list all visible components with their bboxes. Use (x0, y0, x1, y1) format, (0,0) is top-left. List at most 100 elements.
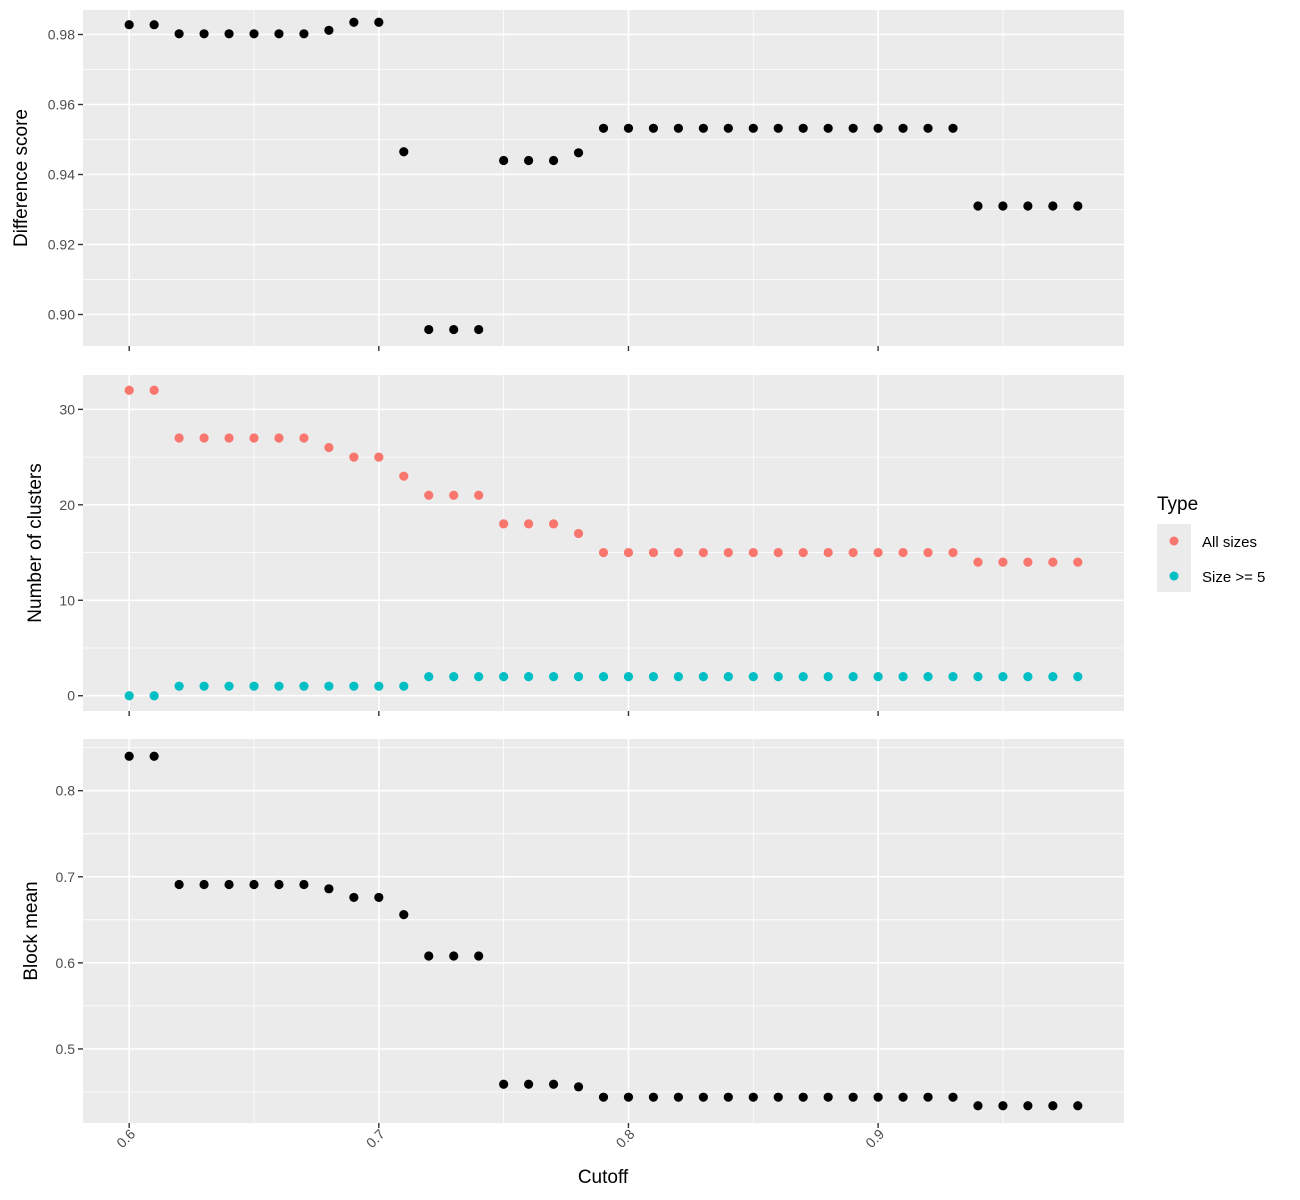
gridlines (83, 10, 1124, 346)
data-point-all-sizes (748, 547, 758, 558)
data-point-series (798, 123, 808, 133)
data-point-size-5 (948, 672, 958, 682)
panel-background (83, 739, 1124, 1123)
data-point-series (848, 123, 858, 133)
data-point-series (524, 1079, 534, 1089)
data-point-series (1023, 201, 1033, 211)
data-point-series (573, 1082, 584, 1092)
data-point-series (499, 155, 509, 166)
data-point-series (399, 147, 409, 157)
data-point-all-sizes (299, 433, 309, 443)
panel-block-mean: 0.5 0.6 0.7 0.8 Block mean (21, 739, 1124, 1128)
x-tick-label: 0.9 (862, 1126, 887, 1151)
axis-ticks: 0.5 0.6 0.7 0.8 (56, 783, 879, 1128)
data-point-size-5 (1023, 672, 1033, 682)
data-point-size-5 (923, 672, 933, 682)
data-point-size-5 (324, 681, 334, 691)
y-tick-label: 30 (59, 401, 75, 417)
data-point-size-5 (249, 681, 259, 691)
data-point-series (199, 879, 209, 890)
data-point-all-sizes (324, 442, 334, 453)
data-points (124, 751, 1083, 1111)
data-point-series (224, 879, 234, 890)
data-point-all-sizes (923, 547, 933, 558)
data-point-all-sizes (449, 490, 459, 500)
data-point-size-5 (399, 681, 409, 691)
y-tick-label: 0.96 (48, 97, 75, 113)
data-point-series (424, 951, 434, 961)
data-point-series (124, 751, 134, 761)
data-point-all-sizes (723, 547, 733, 558)
panel-number-of-clusters: 0 10 20 30 Number of clusters (25, 375, 1124, 716)
data-point-size-5 (648, 672, 659, 682)
data-point-series (149, 751, 159, 761)
data-point-series (299, 879, 309, 890)
data-point-size-5 (224, 681, 234, 691)
data-point-series (673, 1092, 683, 1102)
panel-background (83, 375, 1124, 711)
data-point-all-sizes (1023, 557, 1033, 567)
data-point-all-sizes (573, 528, 584, 539)
data-point-size-5 (499, 672, 509, 682)
data-point-all-sizes (524, 519, 534, 529)
data-point-series (948, 1092, 958, 1102)
data-point-all-sizes (149, 385, 159, 395)
data-points (124, 17, 1083, 335)
data-point-series (474, 951, 484, 961)
data-point-size-5 (349, 681, 359, 691)
data-point-size-5 (1073, 672, 1083, 682)
data-point-series (748, 123, 758, 133)
data-point-all-sizes (124, 385, 134, 395)
data-point-series (798, 1092, 808, 1102)
data-point-all-sizes (548, 519, 559, 529)
data-point-series (573, 148, 584, 158)
data-point-series (548, 155, 559, 166)
data-point-series (324, 25, 334, 35)
data-point-series (499, 1079, 509, 1089)
y-tick-label: 20 (59, 497, 75, 513)
axis-ticks: 0.90 0.92 0.94 0.96 0.98 (48, 27, 879, 351)
data-point-series (124, 20, 134, 30)
data-point-series (623, 1092, 634, 1102)
data-point-size-5 (174, 681, 184, 691)
data-point-series (449, 951, 459, 961)
data-point-all-sizes (1048, 557, 1058, 567)
data-point-series (648, 1092, 659, 1102)
data-point-all-sizes (773, 547, 783, 558)
data-point-series (723, 123, 733, 133)
data-point-all-sizes (349, 452, 359, 462)
data-point-series (274, 879, 284, 890)
data-point-all-sizes (474, 490, 484, 500)
data-point-all-sizes (873, 547, 883, 558)
data-point-size-5 (998, 672, 1008, 682)
data-point-all-sizes (598, 547, 609, 558)
data-point-series (274, 29, 284, 39)
data-point-series (174, 29, 184, 39)
data-point-series (1048, 201, 1058, 211)
panel-background (83, 10, 1124, 346)
data-point-series (973, 1101, 983, 1111)
data-point-size-5 (598, 672, 609, 682)
data-point-series (199, 29, 209, 39)
data-point-all-sizes (973, 557, 983, 567)
data-point-size-5 (474, 672, 484, 682)
data-point-all-sizes (698, 547, 708, 558)
data-point-size-5 (698, 672, 708, 682)
data-point-all-sizes (823, 547, 833, 558)
data-point-series (1048, 1101, 1058, 1111)
data-point-all-sizes (249, 433, 259, 443)
y-tick-label: 0.5 (56, 1041, 76, 1057)
data-point-series (898, 123, 908, 133)
data-point-all-sizes (499, 519, 509, 529)
data-point-series (299, 29, 309, 39)
data-point-size-5 (548, 672, 559, 682)
data-point-series (424, 324, 434, 335)
data-point-series (748, 1092, 758, 1102)
data-point-all-sizes (274, 433, 284, 443)
legend-marker-size-5 (1169, 571, 1179, 581)
data-point-size-5 (374, 681, 384, 691)
y-axis-title: Block mean (21, 881, 42, 980)
data-point-series (648, 123, 659, 133)
data-point-series (349, 892, 359, 903)
